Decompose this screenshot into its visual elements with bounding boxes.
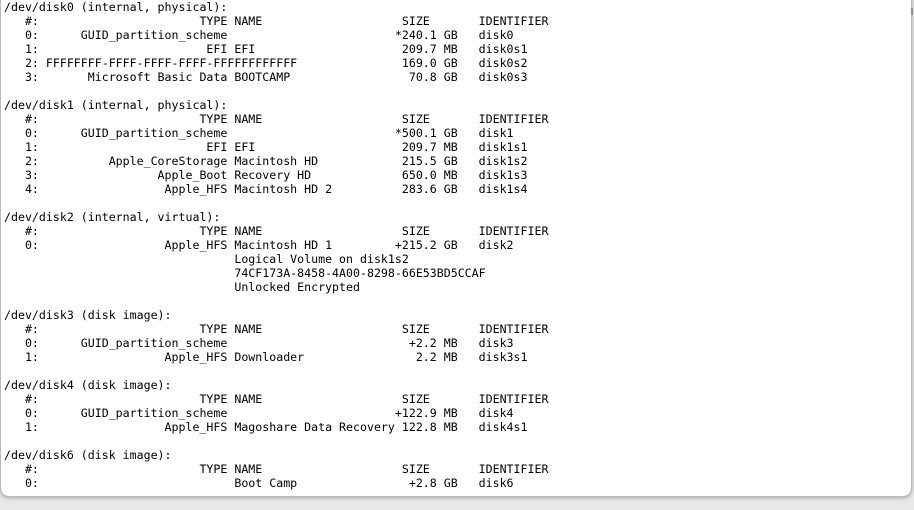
partition-row: 2: FFFFFFFF-FFFF-FFFF-FFFF-FFFFFFFFFFFF … (4, 56, 528, 70)
column-header-row: #: TYPE NAME SIZE IDENTIFIER (4, 14, 549, 28)
device-line: /dev/disk4 (disk image): (4, 378, 172, 392)
partition-row: 4: Apple_HFS Macintosh HD 2 283.6 GB dis… (4, 182, 528, 196)
partition-row: 0: GUID_partition_scheme *240.1 GB disk0 (4, 28, 514, 42)
disk-section-disk6: /dev/disk6 (disk image): #: TYPE NAME SI… (4, 448, 548, 490)
partition-row: 0: Apple_HFS Macintosh HD 1 +215.2 GB di… (4, 238, 514, 252)
device-line: /dev/disk0 (internal, physical): (4, 0, 228, 14)
device-line: /dev/disk6 (disk image): (4, 448, 172, 462)
partition-row: 1: EFI EFI 209.7 MB disk0s1 (4, 42, 528, 56)
disk-section-disk2: /dev/disk2 (internal, virtual): #: TYPE … (4, 210, 548, 294)
partition-row: 3: Apple_Boot Recovery HD 650.0 MB disk1… (4, 168, 528, 182)
disk-section-disk3: /dev/disk3 (disk image): #: TYPE NAME SI… (4, 308, 548, 364)
partition-detail-line: 74CF173A-8458-4A00-8298-66E53BD5CCAF (4, 266, 486, 280)
partition-row: 0: Boot Camp +2.8 GB disk6 (4, 476, 514, 490)
column-header-row: #: TYPE NAME SIZE IDENTIFIER (4, 224, 549, 238)
terminal-output: /dev/disk0 (internal, physical): #: TYPE… (4, 0, 548, 496)
partition-row: 1: Apple_HFS Downloader 2.2 MB disk3s1 (4, 350, 528, 364)
disk-section-disk4: /dev/disk4 (disk image): #: TYPE NAME SI… (4, 378, 548, 434)
disk-section-disk0: /dev/disk0 (internal, physical): #: TYPE… (4, 0, 548, 84)
partition-row: 3: Microsoft Basic Data BOOTCAMP 70.8 GB… (4, 70, 528, 84)
partition-row: 1: Apple_HFS Magoshare Data Recovery 122… (4, 420, 528, 434)
partition-row: 0: GUID_partition_scheme *500.1 GB disk1 (4, 126, 514, 140)
partition-row: 0: GUID_partition_scheme +2.2 MB disk3 (4, 336, 514, 350)
partition-row: 1: EFI EFI 209.7 MB disk1s1 (4, 140, 528, 154)
device-line: /dev/disk2 (internal, virtual): (4, 210, 221, 224)
device-line: /dev/disk1 (internal, physical): (4, 98, 228, 112)
column-header-row: #: TYPE NAME SIZE IDENTIFIER (4, 112, 549, 126)
partition-detail-line: Unlocked Encrypted (4, 280, 360, 294)
partition-detail-line: Logical Volume on disk1s2 (4, 252, 409, 266)
column-header-row: #: TYPE NAME SIZE IDENTIFIER (4, 462, 549, 476)
partition-row: 0: GUID_partition_scheme +122.9 MB disk4 (4, 406, 514, 420)
column-header-row: #: TYPE NAME SIZE IDENTIFIER (4, 322, 549, 336)
disk-section-disk1: /dev/disk1 (internal, physical): #: TYPE… (4, 98, 548, 196)
device-line: /dev/disk3 (disk image): (4, 308, 172, 322)
partition-row: 2: Apple_CoreStorage Macintosh HD 215.5 … (4, 154, 528, 168)
terminal-window: /dev/disk0 (internal, physical): #: TYPE… (0, 0, 912, 497)
scrollbar-thumb[interactable] (911, 8, 913, 15)
column-header-row: #: TYPE NAME SIZE IDENTIFIER (4, 392, 549, 406)
